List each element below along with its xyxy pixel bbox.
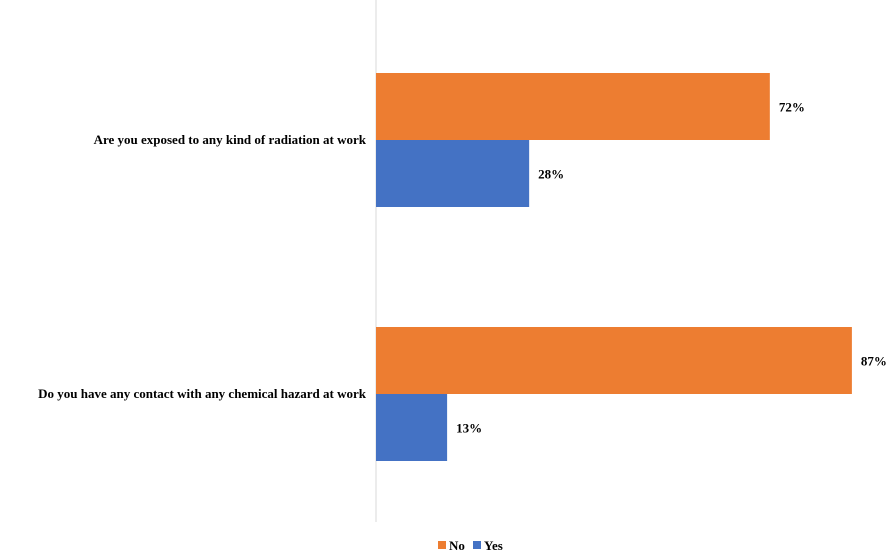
data-label: 87% (861, 354, 886, 369)
legend: No Yes (438, 538, 503, 553)
data-label: 28% (538, 167, 564, 182)
bar-no (376, 73, 770, 140)
bars (376, 73, 852, 461)
legend-label-no: No (449, 538, 465, 553)
bar-yes (376, 394, 448, 461)
category-label: Are you exposed to any kind of radiation… (94, 132, 367, 147)
legend-swatch-yes (473, 541, 481, 549)
data-labels: 72% 87% 28% 13% (456, 100, 886, 436)
legend-swatch-no (438, 541, 446, 549)
legend-label-yes: Yes (484, 538, 503, 553)
data-label: 72% (779, 100, 805, 115)
data-label: 13% (456, 421, 482, 436)
category-label: Do you have any contact with any chemica… (38, 386, 367, 401)
bar-no (376, 327, 852, 394)
category-labels: Are you exposed to any kind of radiation… (38, 132, 367, 401)
bar-yes (376, 140, 530, 207)
